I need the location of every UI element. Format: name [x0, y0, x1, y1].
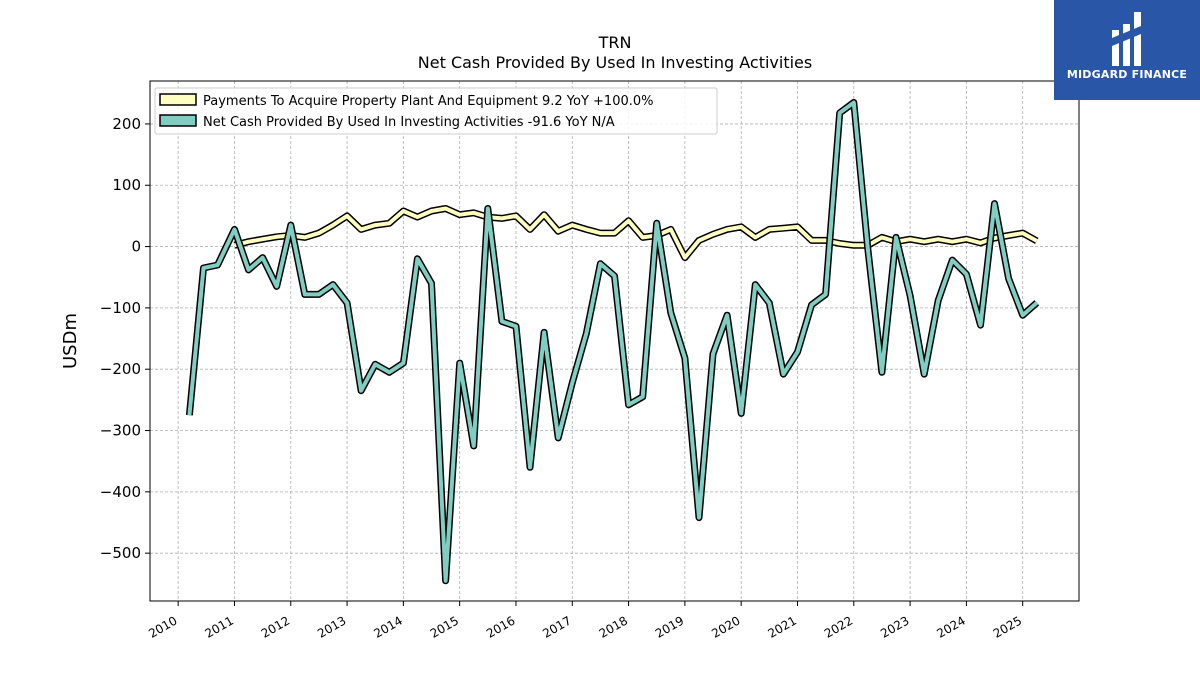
chart-subtitle: Net Cash Provided By Used In Investing A… [418, 53, 812, 72]
logo-text: MIDGARD FINANCE [1066, 68, 1188, 81]
x-tick-label: 2020 [709, 613, 742, 640]
x-tick-label: 2018 [597, 613, 630, 640]
y-tick-label: −500 [100, 544, 141, 562]
legend-swatch-investing [159, 114, 197, 127]
x-tick-label: 2013 [315, 613, 348, 640]
x-axis: 2010 2011 2012 2013 2014 2015 2016 2017 2018 2019… [146, 601, 1024, 641]
legend-label-capex: Payments To Acquire Property Plant And E… [203, 94, 654, 109]
x-tick-label: 2011 [203, 613, 236, 640]
series-1-line [187, 100, 1039, 583]
y-tick-label: −400 [100, 483, 141, 501]
y-tick-label: 200 [112, 115, 141, 133]
y-tick-label: −200 [100, 360, 141, 378]
y-tick-label: −300 [100, 422, 141, 440]
y-axis: −500 −400 −300 −200 −100 0 100 200 [100, 115, 150, 562]
series-1-outline [185, 99, 1040, 585]
x-tick-label: 2016 [484, 613, 517, 640]
x-tick-label: 2010 [146, 613, 179, 640]
logo-mark-icon [1112, 12, 1141, 66]
y-tick-label: 100 [112, 176, 141, 194]
chart-title: TRN [598, 33, 632, 52]
x-tick-label: 2024 [934, 613, 967, 640]
series-0-line [234, 206, 1038, 260]
legend-label-investing: Net Cash Provided By Used In Investing A… [203, 115, 615, 130]
x-tick-label: 2022 [822, 613, 855, 640]
y-tick-label: 0 [131, 238, 141, 256]
legend-swatch-capex [159, 93, 197, 106]
x-tick-label: 2015 [428, 613, 461, 640]
x-tick-label: 2017 [540, 613, 573, 640]
series-0-outline [233, 205, 1039, 262]
x-tick-label: 2023 [878, 613, 911, 640]
x-tick-label: 2014 [371, 613, 404, 640]
y-tick-label: −100 [100, 299, 141, 317]
legend: Payments To Acquire Property Plant And E… [154, 87, 718, 135]
plot-frame [149, 80, 1080, 602]
y-axis-label: USDm [60, 313, 81, 369]
x-tick-label: 2012 [259, 613, 292, 640]
midgard-finance-logo: MIDGARD FINANCE [1054, 0, 1200, 100]
grid [150, 81, 1079, 601]
x-tick-label: 2019 [653, 613, 686, 640]
x-tick-label: 2021 [766, 613, 799, 640]
legend-frame [154, 87, 718, 135]
series-layer [185, 99, 1040, 585]
x-tick-label: 2025 [991, 613, 1024, 640]
